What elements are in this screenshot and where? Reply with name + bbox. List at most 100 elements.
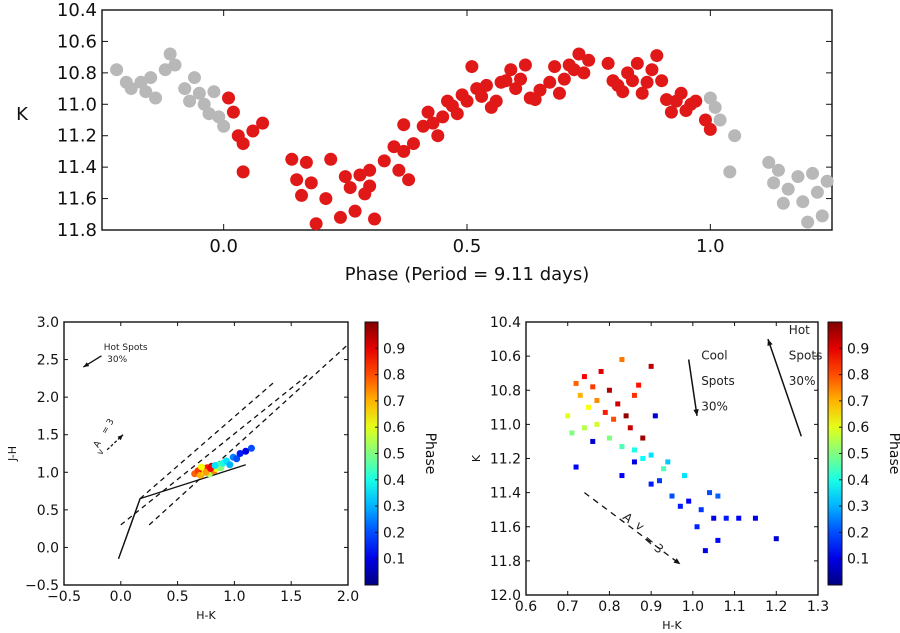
repeated-point (781, 182, 795, 196)
data-point (656, 478, 662, 484)
data-point (402, 173, 416, 187)
y-tick-label: 11.4 (57, 157, 97, 178)
data-point (630, 56, 644, 70)
y-tick-label: 11.0 (57, 94, 97, 115)
data-point (707, 490, 713, 496)
data-point (573, 464, 579, 470)
repeated-point (713, 113, 727, 127)
data-point (645, 63, 659, 77)
y-tick-label: 10.4 (490, 315, 521, 331)
data-point (295, 188, 309, 202)
data-point (698, 507, 704, 513)
y-tick-label: 10.6 (57, 31, 97, 52)
cool-spot-arrow-head (693, 409, 699, 416)
y-axis-label: J-H (6, 446, 19, 462)
annotation-text: Hot (789, 323, 810, 337)
reddening-line (148, 344, 349, 526)
data-point (594, 421, 600, 427)
colorbar-tick-label: 0.7 (847, 394, 869, 410)
annotation-text: Cool (701, 349, 727, 363)
data-point (465, 60, 479, 74)
annotation-text: v (633, 518, 647, 533)
data-point (246, 124, 260, 138)
repeated-point (158, 63, 172, 77)
y-tick-label: 0.0 (37, 540, 59, 556)
extinction-arrow-head (117, 434, 124, 441)
extinction-arrow (584, 492, 681, 565)
hot-spot-arrow-head (767, 339, 773, 347)
data-point (304, 176, 318, 190)
y-tick-label: 11.8 (57, 220, 97, 241)
annotation-text: 30% (107, 355, 127, 365)
repeated-point (771, 163, 785, 177)
colorbar-tick-label: 0.2 (383, 525, 405, 541)
colorbar-label: Phase (886, 433, 900, 475)
data-point (619, 473, 625, 479)
data-point (631, 459, 637, 465)
x-tick-label: 0.8 (598, 599, 620, 615)
data-point (640, 435, 646, 441)
colorbar-tick-label: 0.4 (847, 473, 869, 489)
y-tick-label: 12.0 (490, 588, 521, 604)
repeated-point (723, 165, 737, 179)
data-point (387, 140, 401, 154)
data-point (475, 89, 489, 103)
data-point (655, 74, 669, 88)
data-point (236, 450, 244, 457)
data-point (581, 425, 587, 431)
repeated-point (149, 91, 163, 105)
data-point (601, 56, 615, 70)
data-point (665, 459, 671, 465)
data-point (397, 144, 411, 158)
y-tick-label: −0.5 (25, 578, 59, 594)
y-tick-label: 1.5 (37, 428, 59, 444)
repeated-point (767, 176, 781, 190)
data-point (572, 47, 586, 61)
data-point (236, 165, 250, 179)
data-point (686, 498, 692, 504)
data-point (674, 86, 688, 100)
colorbar-tick-label: 0.6 (383, 420, 405, 436)
data-point (631, 447, 637, 453)
repeated-point (139, 85, 153, 99)
data-point (226, 461, 234, 469)
data-point (222, 91, 236, 105)
data-point (650, 49, 664, 63)
data-point (504, 63, 518, 77)
data-point (233, 455, 241, 463)
y-tick-label: 10.4 (57, 0, 97, 21)
colorbar-tick-label: 0.5 (383, 447, 405, 463)
colorbar-tick-label: 0.1 (847, 552, 869, 568)
repeated-point (801, 215, 815, 229)
colorbar-tick-label: 0.7 (383, 394, 405, 410)
data-point (499, 74, 513, 88)
colorbar-tick-label: 0.2 (847, 525, 869, 541)
data-point (606, 435, 612, 441)
x-tick-label: −0.5 (47, 589, 81, 605)
repeated-point (183, 94, 197, 108)
data-point (590, 384, 596, 390)
x-tick-label: 0.0 (110, 589, 132, 605)
y-tick-label: 11.2 (57, 126, 97, 147)
y-tick-label: 10.8 (490, 383, 521, 399)
data-point (548, 60, 562, 74)
data-point (715, 537, 721, 543)
x-tick-label: 1.0 (682, 599, 704, 615)
annotation-text: Spots (789, 349, 823, 363)
data-point (627, 425, 633, 431)
extinction-arrow (106, 434, 124, 451)
data-point (226, 105, 240, 119)
bottom-right-panel: 0.6 0.7 0.8 0.9 1.0 1.1 1.2 1.3 10.4 10.6 10.8 11.0… (470, 315, 900, 632)
data-point (353, 168, 367, 182)
data-point (460, 94, 474, 108)
reddening-line (139, 381, 275, 500)
y-tick-label: 11.6 (490, 520, 521, 536)
y-tick-label: 0.5 (37, 503, 59, 519)
y-tick-label: 11.4 (490, 486, 521, 502)
colorbar-tick-label: 0.1 (383, 552, 405, 568)
y-tick-label: 2.5 (37, 353, 59, 369)
hot-spot-arrow-head (83, 362, 90, 368)
y-tick-label: 10.6 (490, 349, 521, 365)
cool-spot-arrow (687, 359, 698, 416)
data-point (543, 75, 557, 89)
